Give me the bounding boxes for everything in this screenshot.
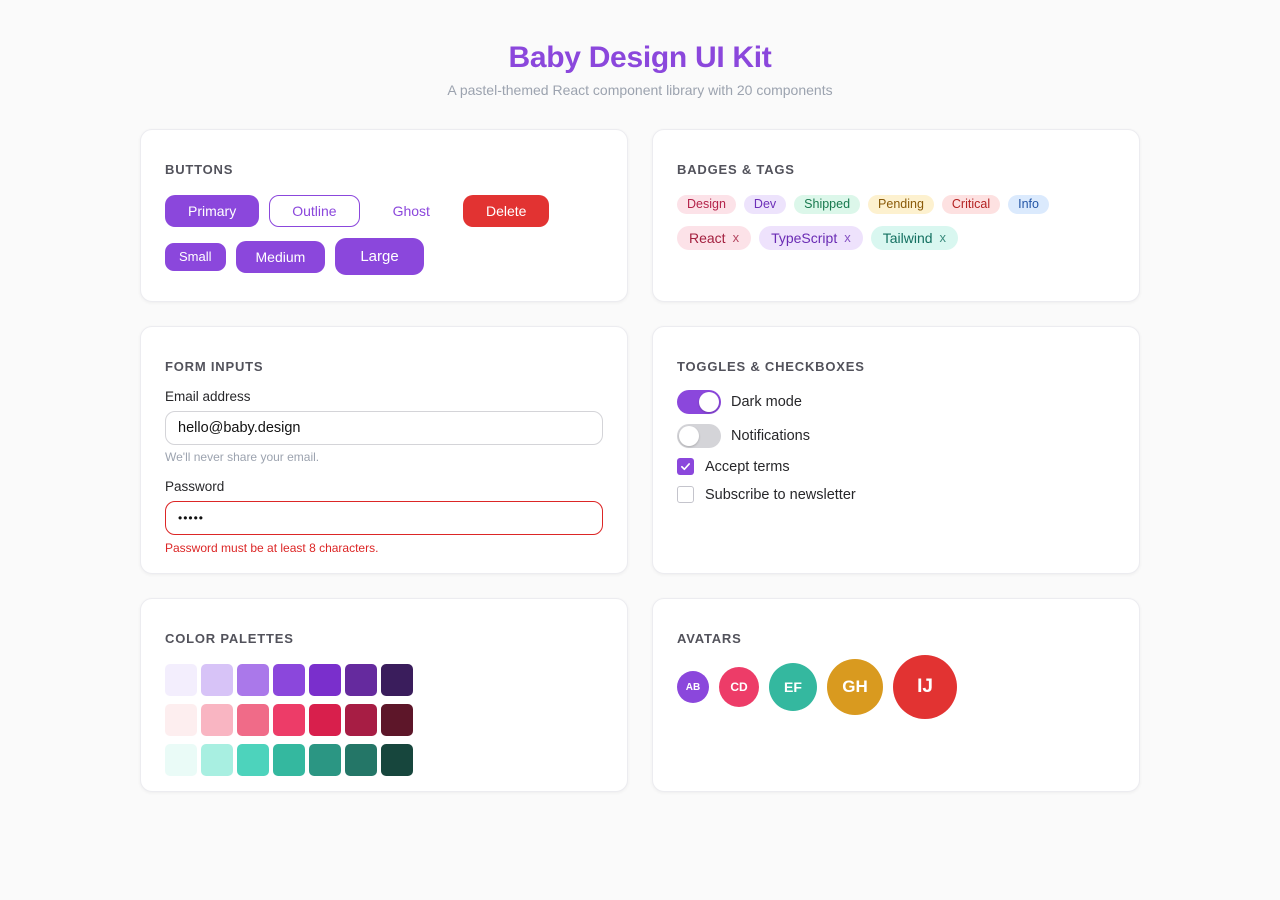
toggles-card: TOGGLES & CHECKBOXES Dark mode Notificat… <box>652 326 1140 574</box>
avatars-card: AVATARS AB CD EF GH IJ <box>652 598 1140 792</box>
badge-info: Info <box>1008 195 1049 214</box>
color-swatch[interactable] <box>201 704 233 736</box>
badge-pending: Pending <box>868 195 934 214</box>
primary-button[interactable]: Primary <box>165 195 260 227</box>
color-swatch[interactable] <box>381 704 413 736</box>
badge-critical: Critical <box>941 195 1001 214</box>
password-value: ••••• <box>178 511 205 525</box>
buttons-card: BUTTONS Primary Outline Ghost Delete Sma… <box>140 129 628 302</box>
color-swatch[interactable] <box>309 704 341 736</box>
color-swatch[interactable] <box>237 664 269 696</box>
page-subtitle: A pastel-themed React component library … <box>447 82 833 98</box>
color-swatch[interactable] <box>345 704 377 736</box>
dark-mode-toggle[interactable] <box>677 390 721 414</box>
remove-tag-icon[interactable]: x <box>939 230 947 245</box>
remove-tag-icon[interactable]: x <box>844 230 851 245</box>
page-title: Baby Design UI Kit <box>508 41 772 74</box>
ghost-button[interactable]: Ghost <box>370 195 453 227</box>
password-label: Password <box>165 479 225 494</box>
large-button[interactable]: Large <box>335 238 424 275</box>
tag-typescript: TypeScript x <box>759 226 863 250</box>
card-title: COLOR PALETTES <box>165 631 294 646</box>
color-swatch[interactable] <box>381 664 413 696</box>
toggle-label: Notifications <box>731 428 810 444</box>
toggle-row-notifications: Notifications <box>677 424 1115 448</box>
color-swatch[interactable] <box>201 664 233 696</box>
checkbox-row-accept-terms: Accept terms <box>677 458 1115 475</box>
tag-tailwind: Tailwind x <box>870 226 959 250</box>
email-value: hello@baby.design <box>178 420 301 436</box>
palette-grid <box>165 664 603 776</box>
card-title: BUTTONS <box>165 162 234 177</box>
color-swatch[interactable] <box>237 704 269 736</box>
toggle-row-dark-mode: Dark mode <box>677 390 1115 414</box>
avatar: EF <box>769 663 817 711</box>
color-palettes-card: COLOR PALETTES <box>140 598 628 792</box>
small-button[interactable]: Small <box>165 242 226 271</box>
color-swatch[interactable] <box>273 704 305 736</box>
card-title: FORM INPUTS <box>165 359 264 374</box>
color-swatch[interactable] <box>345 744 377 776</box>
accept-terms-checkbox[interactable] <box>677 458 694 475</box>
password-field[interactable]: ••••• <box>165 501 603 535</box>
badge-shipped: Shipped <box>794 195 861 214</box>
checkbox-label: Subscribe to newsletter <box>705 486 856 503</box>
email-field[interactable]: hello@baby.design <box>165 411 603 445</box>
badge-list: Design Dev Shipped Pending Critical Info <box>677 195 1115 214</box>
tag-label: TypeScript <box>771 230 838 246</box>
palette-row <box>165 744 603 776</box>
card-title: AVATARS <box>677 631 742 646</box>
color-swatch[interactable] <box>165 744 197 776</box>
newsletter-checkbox[interactable] <box>677 486 694 503</box>
color-swatch[interactable] <box>273 744 305 776</box>
tag-label: Tailwind <box>882 230 933 246</box>
form-inputs-card: FORM INPUTS Email address hello@baby.des… <box>140 326 628 574</box>
color-swatch[interactable] <box>201 744 233 776</box>
delete-button[interactable]: Delete <box>462 195 550 227</box>
palette-row <box>165 664 603 696</box>
toggle-label: Dark mode <box>731 394 802 410</box>
avatar-list: AB CD EF GH IJ <box>677 655 1115 719</box>
avatar: IJ <box>893 655 957 719</box>
card-title: BADGES & TAGS <box>677 162 795 177</box>
color-swatch[interactable] <box>165 664 197 696</box>
color-swatch[interactable] <box>237 744 269 776</box>
color-swatch[interactable] <box>165 704 197 736</box>
badges-card: BADGES & TAGS Design Dev Shipped Pending Cri… <box>652 129 1140 302</box>
color-swatch[interactable] <box>309 664 341 696</box>
password-error-text: Password must be at least 8 characters. <box>165 541 379 555</box>
tag-list: React x TypeScript x Tailwind x <box>677 226 1115 250</box>
color-swatch[interactable] <box>345 664 377 696</box>
remove-tag-icon[interactable]: x <box>732 230 740 245</box>
color-swatch[interactable] <box>273 664 305 696</box>
outline-button[interactable]: Outline <box>269 195 360 227</box>
avatar: AB <box>677 671 709 703</box>
notifications-toggle[interactable] <box>677 424 721 448</box>
badge-dev: Dev <box>743 195 787 214</box>
avatar: CD <box>719 667 759 707</box>
color-swatch[interactable] <box>381 744 413 776</box>
badge-design: Design <box>677 195 736 214</box>
toggle-knob <box>699 392 719 412</box>
avatar: GH <box>827 659 883 715</box>
card-title: TOGGLES & CHECKBOXES <box>677 359 865 374</box>
check-icon <box>681 463 690 471</box>
toggle-knob <box>679 426 699 446</box>
tag-label: React <box>689 230 726 246</box>
tag-react: React x <box>677 226 752 250</box>
checkbox-row-newsletter: Subscribe to newsletter <box>677 486 1115 503</box>
page-header: Baby Design UI Kit A pastel-themed React… <box>0 0 1280 99</box>
medium-button[interactable]: Medium <box>235 240 326 273</box>
color-swatch[interactable] <box>309 744 341 776</box>
email-label: Email address <box>165 389 251 404</box>
email-help-text: We'll never share your email. <box>165 450 320 464</box>
palette-row <box>165 704 603 736</box>
checkbox-label: Accept terms <box>705 458 790 475</box>
